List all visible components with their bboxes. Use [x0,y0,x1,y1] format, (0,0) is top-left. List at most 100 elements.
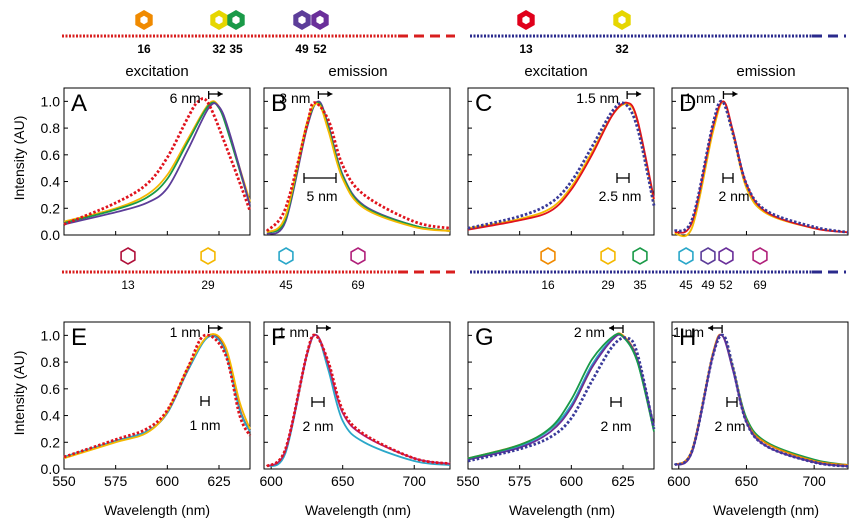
shift-label: 1 nm [673,324,704,340]
plot-frame [671,321,849,470]
series-line [673,333,849,468]
hexagon-marker-center [316,15,324,25]
panel-letter: A [71,90,87,117]
shift-label: 3 nm [279,90,310,106]
series-line [63,101,251,224]
plot-frame [671,87,849,236]
y-tick-label: 0.8 [41,354,61,370]
width-label: 1 nm [189,417,220,433]
shift-arrowhead [217,91,223,97]
y-tick-label: 1.0 [41,327,61,343]
y-tick-label: 0.4 [41,174,61,190]
shift-label: 1 nm [278,324,309,340]
marker-label: 35 [229,42,243,56]
hexagon-marker [600,247,616,265]
hexagon-marker-center [140,15,148,25]
shift-label: 6 nm [170,90,201,106]
timeline-t1: 16 32 35 49 52 [62,10,455,56]
series-line [63,100,251,223]
shift-label: 1 nm [684,90,715,106]
series-line [63,333,252,459]
hexagon-marker-center [215,15,223,25]
x-tick-label: 600 [259,473,283,489]
y-tick-label: 1.0 [41,93,61,109]
series-line [63,335,251,458]
marker-label: 45 [279,278,293,292]
x-tick-label: 700 [403,473,427,489]
panel-G: 550 575 600 625 G 2 nm 2 nm [456,321,656,489]
plot-frame [467,321,655,470]
panel-letter: E [71,324,87,351]
hexagon-marker [350,247,366,265]
shift-arrowhead [636,91,642,97]
panel-F: 600 650 700 F1 nm 2 nm [259,321,451,489]
panel-C: C 1.5 nm 2.5 nm [467,87,656,236]
x-tick-label: 650 [331,473,355,489]
marker-label: 49 [295,42,309,56]
series-line [266,101,451,234]
x-tick-label: 600 [560,473,584,489]
x-axis-label-A: Wavelength (nm) [104,502,210,518]
x-axis-label-D: Wavelength (nm) [713,502,819,518]
panel-letter: F [271,324,286,351]
hexagon-marker-center [522,15,530,25]
width-label: 5 nm [306,188,337,204]
hexagon-marker [752,247,768,265]
x-tick-label: 575 [508,473,532,489]
marker-label: 52 [313,42,327,56]
y-axis-label-top: Intensity (AU) [11,116,27,201]
panels: 0.0 0.2 0.4 0.6 0.8 1.0 A 6 nm B3 nm 5 nm C 1.5 nm 2… [41,87,849,489]
y-tick-label: 0.4 [41,408,61,424]
plot-frame [63,321,251,470]
series-line [63,333,251,460]
series-line [266,333,451,468]
panel-E: 550 575 600 625 0.0 0.2 0.4 0.6 0.8 1.0 E 1 nm 1 nm [41,321,252,489]
y-axis-label-bottom: Intensity (AU) [11,351,27,436]
marker-label: 29 [601,278,615,292]
marker-label: 52 [719,278,733,292]
shift-arrowhead [327,91,333,97]
timeline-t2: 13 32 [470,10,846,56]
y-tick-label: 0.2 [41,434,61,450]
series-line [265,101,451,233]
series-line [467,102,655,230]
series-line [266,100,451,235]
series-line [467,101,656,230]
x-axis-label-B: Wavelength (nm) [305,502,411,518]
timeline-t3: 13 29 45 69 [62,247,455,292]
y-tick-label: 0.0 [41,227,61,243]
marker-label: 13 [121,278,135,292]
marker-label: 69 [351,278,365,292]
y-tick-label: 0.8 [41,120,61,136]
marker-label: 69 [753,278,767,292]
hexagon-marker [278,247,294,265]
y-tick-label: 0.6 [41,381,61,397]
hexagon-marker [718,247,734,265]
hexagon-marker-center [618,15,626,25]
x-tick-label: 550 [456,473,480,489]
x-tick-label: 550 [52,473,76,489]
hexagon-marker-center [298,15,306,25]
x-tick-label: 625 [611,473,635,489]
marker-label: 32 [615,42,629,56]
marker-label: 32 [212,42,226,56]
y-tick-label: 0.2 [41,200,61,216]
shift-arrowhead [708,325,714,331]
series-line [467,336,656,463]
hexagon-marker [678,247,694,265]
series-line [467,101,655,231]
shift-arrowhead [217,325,223,331]
series-line [674,100,849,234]
marker-label: 29 [201,278,215,292]
panel-letter: H [679,324,696,351]
panel-letter: G [475,324,494,351]
shift-label: 2 nm [574,324,605,340]
excitation-label-1: excitation [125,63,188,80]
hexagon-marker [540,247,556,265]
x-tick-label: 650 [735,473,759,489]
panel-D: D1 nm 2 nm [671,87,849,238]
series-line [467,332,655,460]
